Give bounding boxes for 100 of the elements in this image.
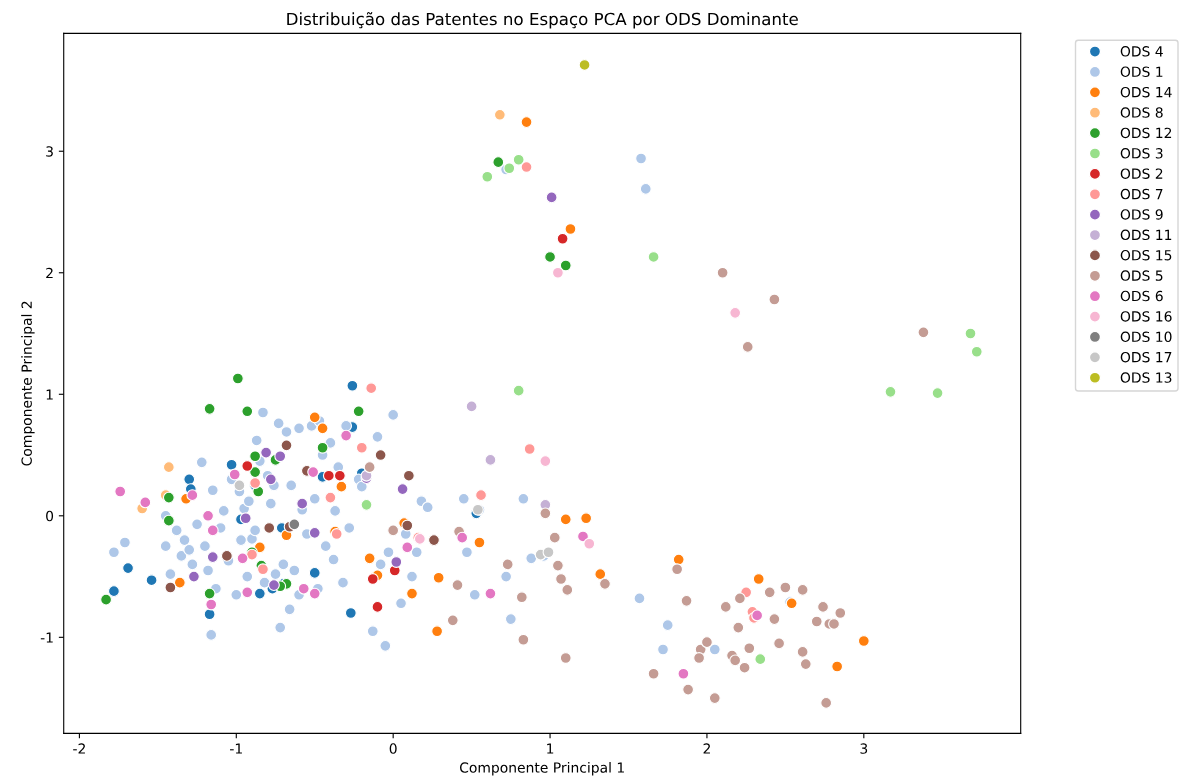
x-tick-label: 0 (389, 743, 397, 754)
point (501, 558, 514, 571)
point (308, 587, 321, 600)
legend-label: ODS 16 (1120, 311, 1172, 322)
point (236, 552, 249, 565)
point (231, 372, 244, 385)
point (122, 562, 134, 574)
point (249, 466, 262, 478)
point (431, 625, 444, 638)
point (162, 514, 175, 527)
point (205, 598, 218, 611)
legend-label: ODS 8 (1120, 107, 1163, 118)
point (964, 327, 977, 340)
legend-label: ODS 14 (1120, 86, 1172, 98)
point (366, 573, 379, 585)
point (559, 259, 572, 272)
legend-label: ODS 7 (1120, 188, 1163, 200)
point (316, 441, 329, 454)
point (473, 536, 486, 549)
point (551, 559, 564, 572)
point (680, 594, 693, 607)
point (796, 645, 809, 658)
point (322, 469, 335, 482)
point (316, 422, 329, 435)
point (263, 522, 276, 534)
point (917, 326, 930, 339)
point (228, 468, 241, 481)
point (768, 293, 781, 306)
point (371, 601, 384, 613)
point (145, 574, 158, 587)
point (249, 450, 262, 463)
point (206, 551, 219, 564)
legend-label: ODS 15 (1120, 249, 1172, 261)
point (520, 161, 533, 173)
point (363, 552, 376, 565)
point (239, 512, 252, 525)
x-tick-label: -2 (73, 743, 85, 754)
point (828, 618, 840, 630)
x-tick-label: 2 (703, 743, 710, 754)
point (253, 587, 266, 600)
point (308, 411, 321, 424)
point (324, 491, 337, 504)
y-tick-label: 2 (46, 267, 53, 279)
point (539, 507, 552, 520)
point (406, 587, 418, 600)
point (559, 513, 572, 526)
point (396, 483, 409, 495)
point (233, 479, 246, 492)
point (732, 621, 745, 634)
point (768, 613, 781, 626)
point (260, 446, 273, 459)
y-tick-label: -1 (40, 632, 53, 643)
legend-label: ODS 13 (1120, 372, 1172, 383)
point (274, 450, 287, 463)
point (492, 156, 505, 169)
point (580, 512, 593, 525)
point (544, 251, 556, 263)
point (555, 573, 567, 585)
x-tick-label: -1 (230, 743, 242, 754)
point (701, 636, 713, 649)
legend-label: ODS 9 (1120, 209, 1163, 220)
point (465, 400, 478, 413)
point (100, 593, 113, 606)
point (164, 581, 177, 594)
point (751, 609, 764, 622)
point (831, 660, 844, 673)
point (360, 498, 373, 511)
point (308, 526, 321, 539)
point (594, 568, 607, 581)
legend-label: ODS 5 (1120, 270, 1163, 281)
point (340, 429, 353, 442)
point (187, 570, 200, 583)
point (183, 473, 196, 486)
point (672, 553, 685, 566)
point (428, 534, 440, 547)
point (520, 116, 533, 129)
point (817, 601, 829, 613)
point (708, 692, 721, 705)
point (647, 251, 660, 263)
point (729, 654, 742, 667)
legend-label: ODS 4 (1120, 46, 1163, 57)
point (401, 541, 414, 554)
point (773, 637, 786, 650)
legend-label: ODS 6 (1120, 290, 1163, 302)
point (548, 531, 561, 544)
point (241, 460, 254, 472)
point (682, 683, 695, 696)
point (173, 576, 186, 589)
point (203, 608, 216, 621)
point (884, 385, 897, 398)
point (451, 579, 464, 592)
point (186, 489, 199, 502)
point (344, 607, 357, 619)
x-tick-label: 1 (547, 743, 554, 754)
point (352, 405, 365, 418)
point (203, 402, 216, 415)
point (556, 232, 569, 245)
point (484, 587, 497, 600)
point (335, 480, 348, 493)
point (475, 489, 487, 502)
